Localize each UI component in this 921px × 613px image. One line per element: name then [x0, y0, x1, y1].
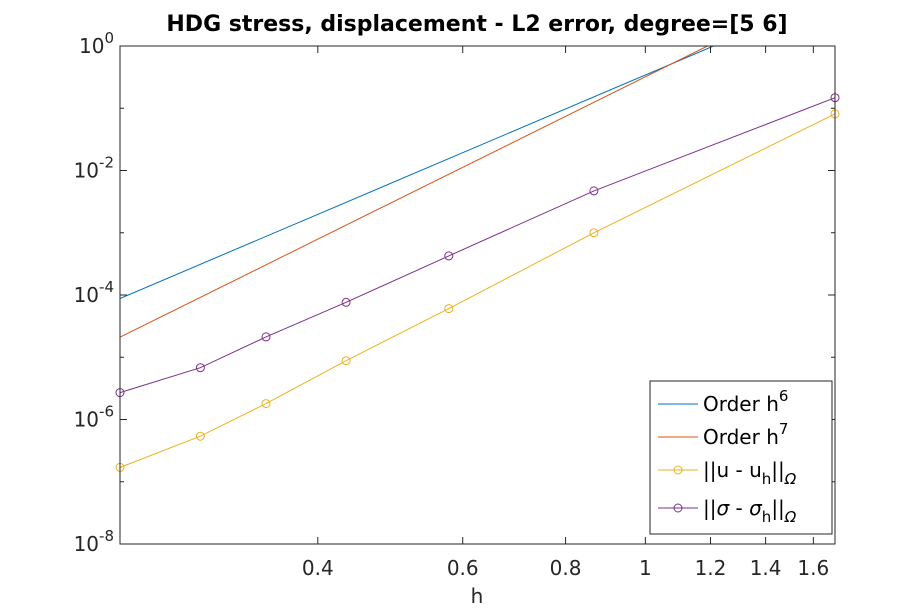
series-3-point-4 — [341, 356, 351, 366]
x-tick-label-3: 0.8 — [550, 556, 582, 580]
series-4-point-3 — [261, 332, 271, 342]
legend-label-2: Order h7 — [703, 420, 788, 449]
series-line-2 — [120, 46, 708, 338]
chart-title: HDG stress, displacement - L2 error, deg… — [166, 12, 787, 37]
y-tick-label-5: 10-8 — [74, 527, 114, 556]
series-4-point-2 — [195, 363, 205, 373]
series-line-3 — [120, 113, 835, 468]
x-tick-label-4: 1 — [639, 556, 652, 580]
x-tick-label-7: 1.6 — [797, 556, 829, 580]
series-3-point-5 — [444, 304, 454, 314]
series-line-1 — [120, 46, 714, 299]
legend-marker-3 — [673, 465, 683, 475]
series-3-point-6 — [589, 228, 599, 238]
legend-label-1: Order h6 — [703, 387, 788, 416]
y-tick-label-3: 10-4 — [74, 278, 114, 307]
series-line-4 — [120, 97, 835, 394]
y-tick-label-4: 10-6 — [74, 403, 114, 432]
series-3-point-2 — [195, 431, 205, 441]
series-3-point-3 — [261, 399, 271, 409]
series-4-point-5 — [444, 251, 454, 261]
series-layer — [120, 46, 835, 468]
x-tick-label-5: 1.2 — [695, 556, 727, 580]
legend: Order h6 Order h7 ||u - uh||Ω ||σ - σh||Ω — [649, 380, 833, 535]
legend-label-4: ||σ - σh||Ω — [703, 496, 797, 526]
series-4-point-6 — [589, 186, 599, 196]
x-axis-label: h — [471, 584, 484, 608]
x-tick-label-1: 0.4 — [302, 556, 334, 580]
y-tick-label-1: 100 — [79, 29, 114, 58]
x-tick-label-6: 1.4 — [750, 556, 782, 580]
ticks-layer: 100 10-2 10-4 10-6 10-8 0.4 0.6 0.8 1 1.2 1.4 1.6 — [74, 29, 835, 580]
series-4-point-4 — [341, 297, 351, 307]
y-tick-label-2: 10-2 — [74, 154, 114, 183]
legend-marker-4 — [673, 503, 683, 513]
legend-label-3: ||u - uh||Ω — [703, 458, 797, 488]
x-tick-label-2: 0.6 — [447, 556, 479, 580]
